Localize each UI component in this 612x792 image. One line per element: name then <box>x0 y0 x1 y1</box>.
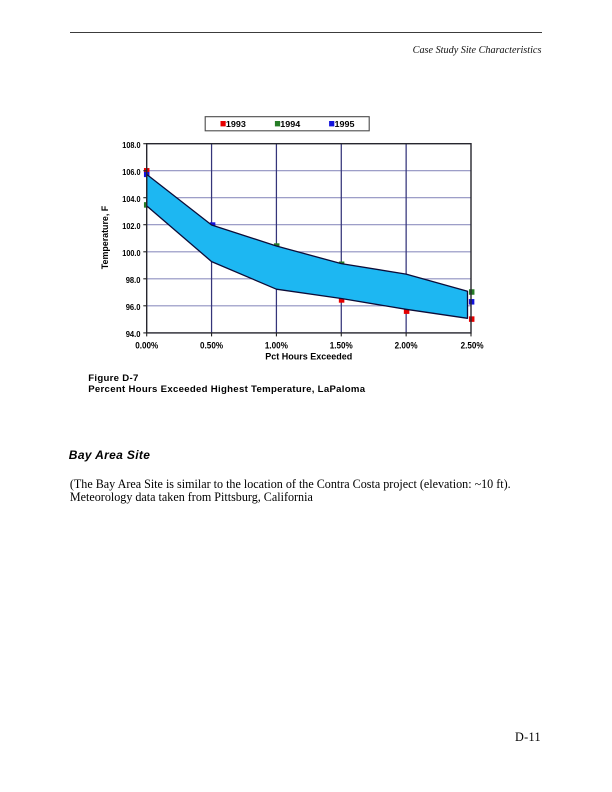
svg-text:1995: 1995 <box>335 119 355 129</box>
svg-text:104.0: 104.0 <box>122 194 140 204</box>
svg-text:2.00%: 2.00% <box>395 340 418 350</box>
svg-text:108.0: 108.0 <box>122 140 140 150</box>
svg-text:1.50%: 1.50% <box>330 340 353 350</box>
svg-text:Pct Hours Exceeded: Pct Hours Exceeded <box>265 351 352 362</box>
svg-text:100.0: 100.0 <box>122 248 140 258</box>
svg-text:0.50%: 0.50% <box>200 340 223 350</box>
svg-text:94.0: 94.0 <box>126 329 141 339</box>
svg-text:1.00%: 1.00% <box>265 340 288 350</box>
svg-text:102.0: 102.0 <box>122 221 140 231</box>
svg-text:1994: 1994 <box>280 119 300 129</box>
svg-text:1993: 1993 <box>226 119 246 129</box>
svg-text:2.50%: 2.50% <box>461 340 484 350</box>
svg-text:96.0: 96.0 <box>126 302 141 312</box>
svg-text:98.0: 98.0 <box>126 275 141 285</box>
svg-text:106.0: 106.0 <box>122 167 140 177</box>
svg-text:0.00%: 0.00% <box>135 340 158 350</box>
svg-text:Temperature, F: Temperature, F <box>100 206 111 270</box>
